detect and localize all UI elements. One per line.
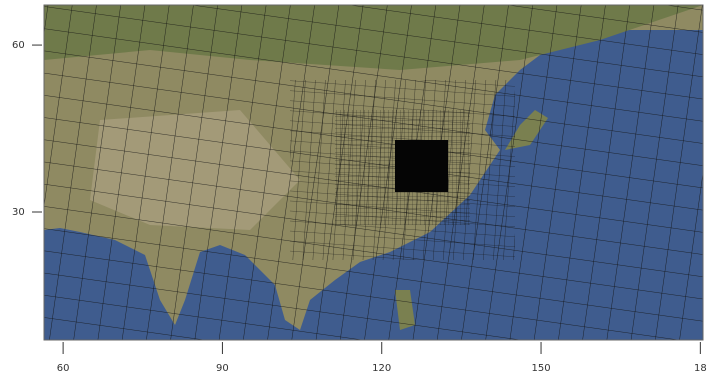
x-tick-label: 120 [372,363,391,374]
x-tick-label: 60 [57,363,70,374]
y-tick-label: 30 [12,207,25,218]
frame [43,4,704,341]
x-tick-label: 150 [531,363,550,374]
x-tick-label: 18 [694,363,707,374]
y-tick-label: 60 [12,40,25,51]
x-tick-label: 90 [216,363,229,374]
map-area [44,5,703,340]
